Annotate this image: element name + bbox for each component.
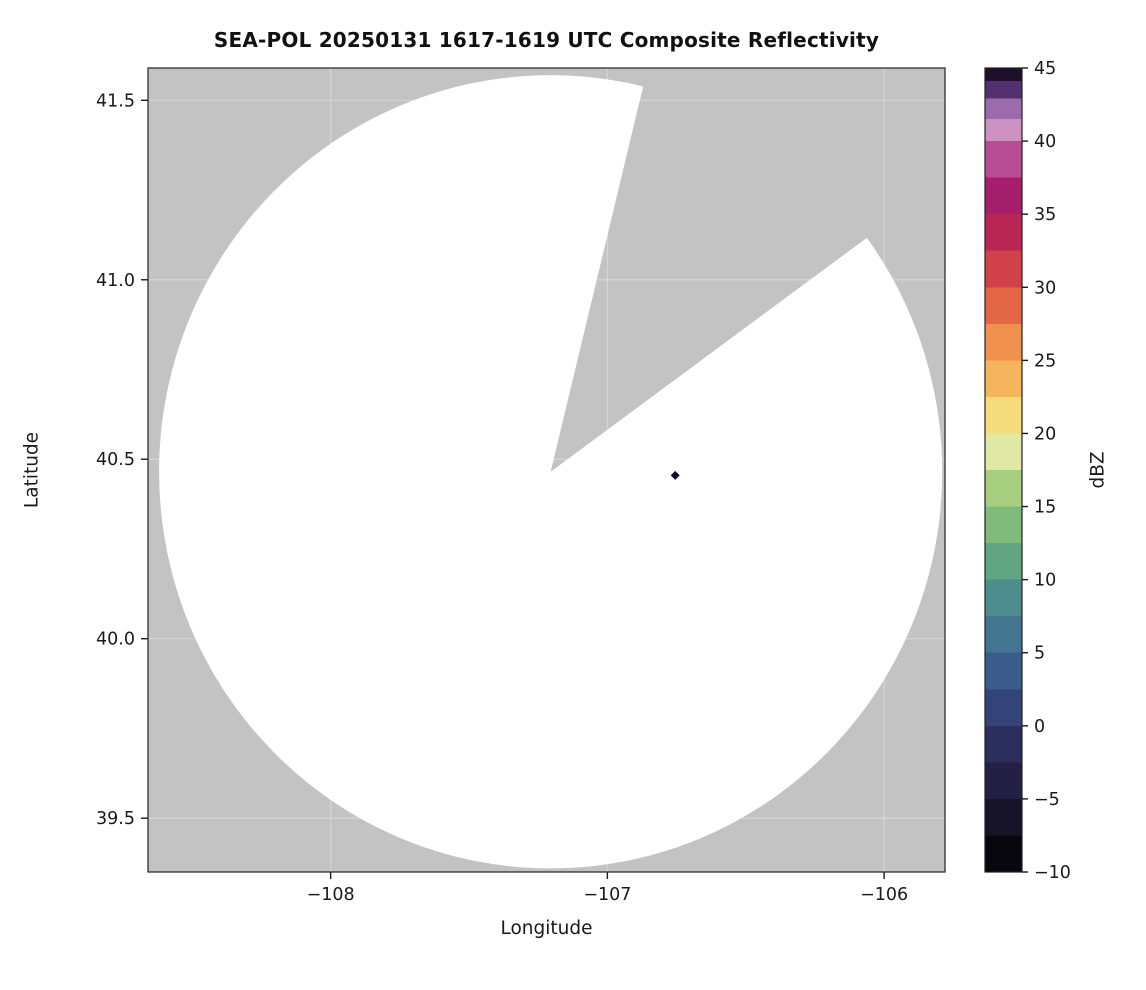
y-tick-label: 40.5 xyxy=(96,450,135,470)
x-tick-label: −108 xyxy=(307,885,355,905)
colorbar-tick-label: 20 xyxy=(1034,424,1056,444)
colorbar-tick-label: 45 xyxy=(1034,59,1056,79)
colorbar-tick-label: 15 xyxy=(1034,498,1056,518)
colorbar-tick-label: 25 xyxy=(1034,351,1056,371)
chart-title: SEA-POL 20250131 1617-1619 UTC Composite… xyxy=(213,28,880,52)
x-axis-label: Longitude xyxy=(500,918,593,939)
y-tick-label: 41.0 xyxy=(96,271,135,291)
plot-border xyxy=(147,67,946,873)
colorbar-tick-label: −5 xyxy=(1034,790,1060,810)
plot-area xyxy=(148,68,945,872)
colorbar-tick-label: 35 xyxy=(1034,205,1056,225)
colorbar-tick-label: 0 xyxy=(1034,717,1045,737)
y-axis-label: Latitude xyxy=(21,431,43,509)
colorbar-tick-label: −10 xyxy=(1034,863,1071,883)
colorbar-tick-label: 30 xyxy=(1034,278,1056,298)
colorbar-label: dBZ xyxy=(1087,451,1109,489)
y-tick-label: 40.0 xyxy=(96,630,135,650)
x-tick-label: −106 xyxy=(860,885,908,905)
colorbar-tick-label: 40 xyxy=(1034,132,1056,152)
colorbar-tick-label: 10 xyxy=(1034,571,1056,591)
colorbar-bar xyxy=(984,67,1023,873)
missing-sector-wedge xyxy=(550,68,945,472)
echo-point xyxy=(670,470,680,480)
x-tick-label: −107 xyxy=(583,885,631,905)
colorbar-tick-label: 5 xyxy=(1034,644,1045,664)
y-tick-label: 39.5 xyxy=(96,809,135,829)
y-tick-label: 41.5 xyxy=(96,91,135,111)
